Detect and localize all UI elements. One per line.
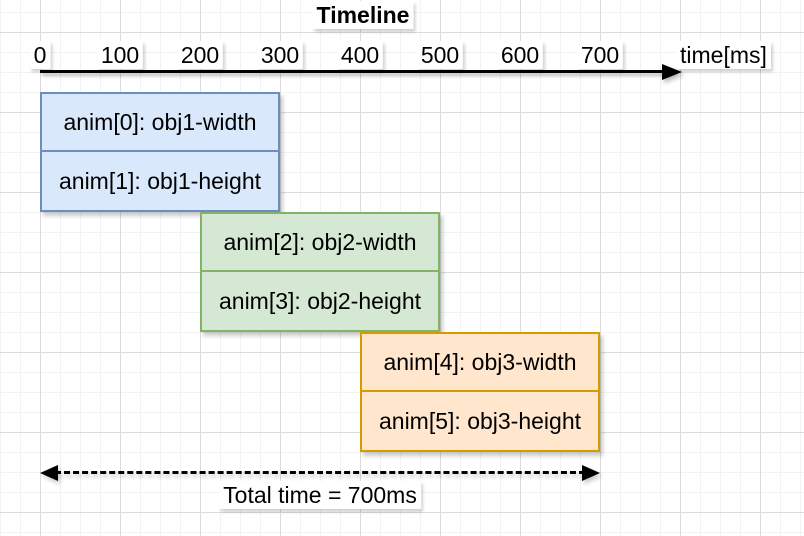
anim-bar-0[interactable]: anim[0]: obj1-width [42,94,278,152]
anim-bar-5[interactable]: anim[5]: obj3-height [362,392,598,450]
axis-tick-label: 0 [29,41,51,69]
anim-bar-2[interactable]: anim[2]: obj2-width [202,214,438,272]
anim-bar-1[interactable]: anim[1]: obj1-height [42,152,278,210]
axis-tick-label: 100 [96,41,144,69]
axis-line [40,70,666,73]
anim-bar-3[interactable]: anim[3]: obj2-height [202,272,438,330]
axis-tick-label: 300 [256,41,304,69]
axis-tick-label: 600 [496,41,544,69]
anim-bar-label: anim[3]: obj2-height [218,287,421,314]
anim-bar-4[interactable]: anim[4]: obj3-width [362,334,598,392]
arrowhead-left-icon [40,465,58,481]
axis-tick-label: 500 [416,41,464,69]
anim-bar-label: anim[4]: obj3-width [383,348,577,375]
total-time-label[interactable]: Total time = 700ms [219,481,421,509]
anim-group-obj3[interactable]: anim[4]: obj3-width anim[5]: obj3-height [360,332,600,452]
diagram-title[interactable]: Timeline [312,1,414,29]
axis-unit-label: time[ms] [676,41,771,69]
total-time-arrow[interactable] [40,465,600,481]
anim-bar-label: anim[1]: obj1-height [58,167,261,194]
anim-bar-label: anim[2]: obj2-width [223,228,417,255]
anim-bar-label: anim[5]: obj3-height [378,407,581,434]
axis-tick-label: 700 [576,41,624,69]
anim-bar-label: anim[0]: obj1-width [63,108,257,135]
axis-tick-label: 400 [336,41,384,69]
arrowhead-right-icon [582,465,600,481]
anim-group-obj1[interactable]: anim[0]: obj1-width anim[1]: obj1-height [40,92,280,212]
axis-tick-label: 200 [176,41,224,69]
dashed-line [55,471,585,474]
axis-arrowhead-icon [662,64,682,80]
anim-group-obj2[interactable]: anim[2]: obj2-width anim[3]: obj2-height [200,212,440,332]
